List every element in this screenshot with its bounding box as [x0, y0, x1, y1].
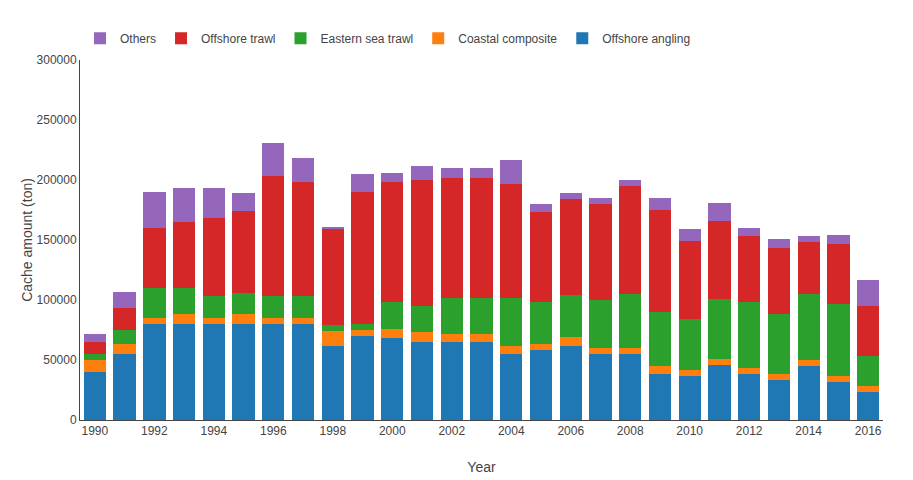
svg-text:Eastern sea trawl: Eastern sea trawl	[321, 32, 414, 46]
svg-text:Cache amount (ton): Cache amount (ton)	[19, 178, 35, 302]
svg-text:1992: 1992	[141, 424, 168, 438]
svg-text:1994: 1994	[200, 424, 227, 438]
svg-text:0: 0	[70, 413, 77, 427]
svg-text:Others: Others	[120, 32, 156, 46]
svg-text:100000: 100000	[37, 293, 77, 307]
svg-text:2008: 2008	[617, 424, 644, 438]
svg-text:2000: 2000	[379, 424, 406, 438]
svg-text:2006: 2006	[557, 424, 584, 438]
svg-text:Year: Year	[467, 459, 496, 475]
svg-text:2014: 2014	[795, 424, 822, 438]
svg-text:1998: 1998	[319, 424, 346, 438]
svg-text:Offshore trawl: Offshore trawl	[201, 32, 275, 46]
svg-text:250000: 250000	[37, 113, 77, 127]
svg-text:150000: 150000	[37, 233, 77, 247]
svg-text:Coastal composite: Coastal composite	[458, 32, 557, 46]
svg-text:2004: 2004	[498, 424, 525, 438]
svg-text:2010: 2010	[676, 424, 703, 438]
svg-text:1996: 1996	[260, 424, 287, 438]
svg-text:2016: 2016	[855, 424, 882, 438]
svg-text:2002: 2002	[438, 424, 465, 438]
svg-text:300000: 300000	[37, 53, 77, 67]
svg-text:Offshore angling: Offshore angling	[602, 32, 690, 46]
svg-text:1990: 1990	[82, 424, 109, 438]
svg-text:50000: 50000	[43, 353, 77, 367]
svg-text:200000: 200000	[37, 173, 77, 187]
svg-text:2012: 2012	[736, 424, 763, 438]
